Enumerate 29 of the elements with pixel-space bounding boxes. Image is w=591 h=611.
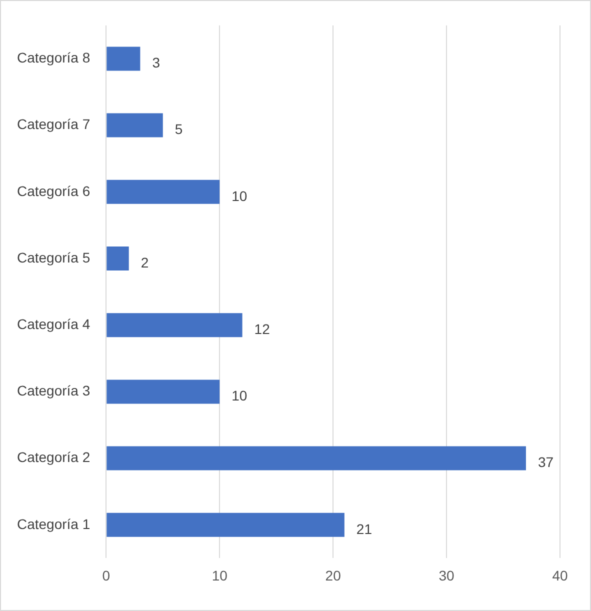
- x-tick-label: 40: [552, 567, 568, 584]
- x-tick-label: 10: [212, 567, 228, 584]
- x-tick-label: 30: [438, 567, 455, 584]
- data-label: 10: [232, 188, 248, 204]
- data-label: 37: [538, 454, 554, 470]
- y-tick-label: Categoría 7: [16, 116, 90, 132]
- y-tick-label: Categoría 2: [16, 449, 90, 466]
- bar: [106, 246, 129, 270]
- bar: [106, 180, 220, 204]
- bar: [106, 113, 163, 138]
- bar: [106, 46, 140, 71]
- data-label: 2: [140, 254, 149, 270]
- y-tick-label: Categoría 4: [16, 316, 90, 332]
- bar: [106, 380, 220, 404]
- x-tick-label: 20: [325, 567, 342, 584]
- data-label: 5: [174, 121, 183, 138]
- y-tick-label: Categoría 3: [16, 382, 90, 399]
- data-label: 3: [152, 54, 160, 71]
- data-label: 21: [356, 520, 372, 537]
- data-label: 12: [254, 320, 270, 337]
- y-tick-label: Categoría 1: [16, 516, 90, 532]
- y-tick-label: Categoría 8: [16, 50, 90, 66]
- y-tick-label: Categoría 5: [16, 249, 90, 266]
- y-tick-label: Categoría 6: [16, 182, 90, 199]
- bar: [106, 512, 344, 537]
- data-label: 10: [232, 388, 248, 404]
- bar: [106, 313, 242, 338]
- x-tick-label: 0: [102, 567, 110, 584]
- bar: [106, 446, 526, 470]
